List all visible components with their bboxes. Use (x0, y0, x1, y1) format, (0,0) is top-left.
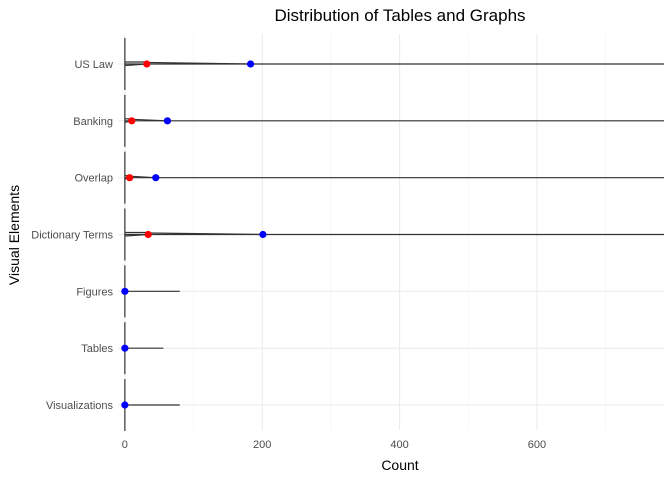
blue-point (246, 60, 255, 68)
blue-point (152, 174, 160, 182)
range-connector-line (148, 232, 263, 236)
chart-title: Distribution of Tables and Graphs (274, 6, 525, 25)
blue-point (163, 117, 172, 125)
range-connector-line (146, 61, 251, 65)
red-point (144, 230, 152, 239)
y-tick-label: Banking (73, 116, 113, 128)
marks (121, 38, 664, 431)
labels: 0 200 400 600 US Law Banking Overlap Dictionary… (31, 59, 546, 451)
blue-point (121, 401, 129, 409)
range-connector-line (124, 63, 147, 67)
y-tick-label: Visualizations (46, 400, 114, 412)
blue-point (121, 287, 129, 295)
red-point (128, 117, 136, 125)
red-point (126, 174, 134, 182)
x-tick-label: 400 (390, 439, 408, 451)
y-tick-label: Tables (81, 343, 113, 355)
x-tick-label: 600 (528, 439, 546, 451)
x-tick-label: 0 (122, 439, 128, 451)
range-connector-line (129, 175, 156, 179)
y-tick-label: Overlap (74, 173, 113, 185)
range-connector-line (124, 233, 149, 237)
y-tick-label: US Law (74, 59, 113, 71)
y-tick-label: Figures (76, 286, 113, 298)
x-tick-label: 200 (253, 439, 271, 451)
grid (118, 34, 664, 430)
y-axis-title: Visual Elements (6, 185, 22, 285)
blue-point (259, 230, 267, 239)
range-connector-line (131, 118, 168, 122)
x-axis-title: Count (381, 457, 418, 473)
red-point (143, 60, 151, 68)
blue-point (121, 344, 129, 352)
y-tick-label: Dictionary Terms (31, 230, 113, 242)
